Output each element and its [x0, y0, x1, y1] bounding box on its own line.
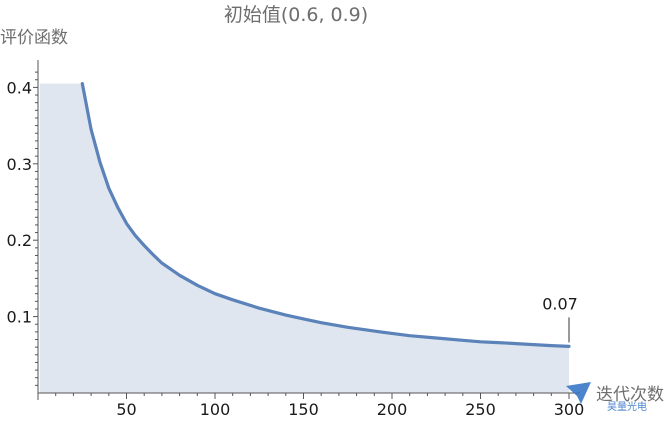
series-line [80, 82, 571, 348]
watermark-logo: 昊量光电 [566, 382, 647, 413]
x-tick-label: 150 [288, 400, 319, 419]
annotation-label: 0.07 [542, 294, 578, 313]
x-tick-label: 50 [116, 400, 136, 419]
x-tick-label: 250 [465, 400, 496, 419]
x-tick-label: 100 [200, 400, 231, 419]
area-fill [39, 83, 570, 393]
chart-title: 初始值(0.6, 0.9) [224, 4, 368, 26]
x-axis-title: 迭代次数 [596, 385, 664, 405]
x-tick-label: 300 [554, 400, 585, 419]
y-tick-label: 0.4 [7, 78, 32, 97]
x-ticks: 50 100 150 200 250 300 [55, 393, 585, 419]
x-tick-label: 200 [377, 400, 408, 419]
y-tick-label: 0.3 [7, 155, 32, 174]
y-tick-label: 0.1 [7, 308, 32, 327]
y-axis-title: 评价函数 [0, 28, 68, 48]
paper-plane-icon [566, 382, 591, 404]
y-ticks: 0.1 0.2 0.3 0.4 [7, 71, 38, 386]
watermark-text: 昊量光电 [607, 400, 647, 413]
y-tick-label: 0.2 [7, 231, 32, 250]
